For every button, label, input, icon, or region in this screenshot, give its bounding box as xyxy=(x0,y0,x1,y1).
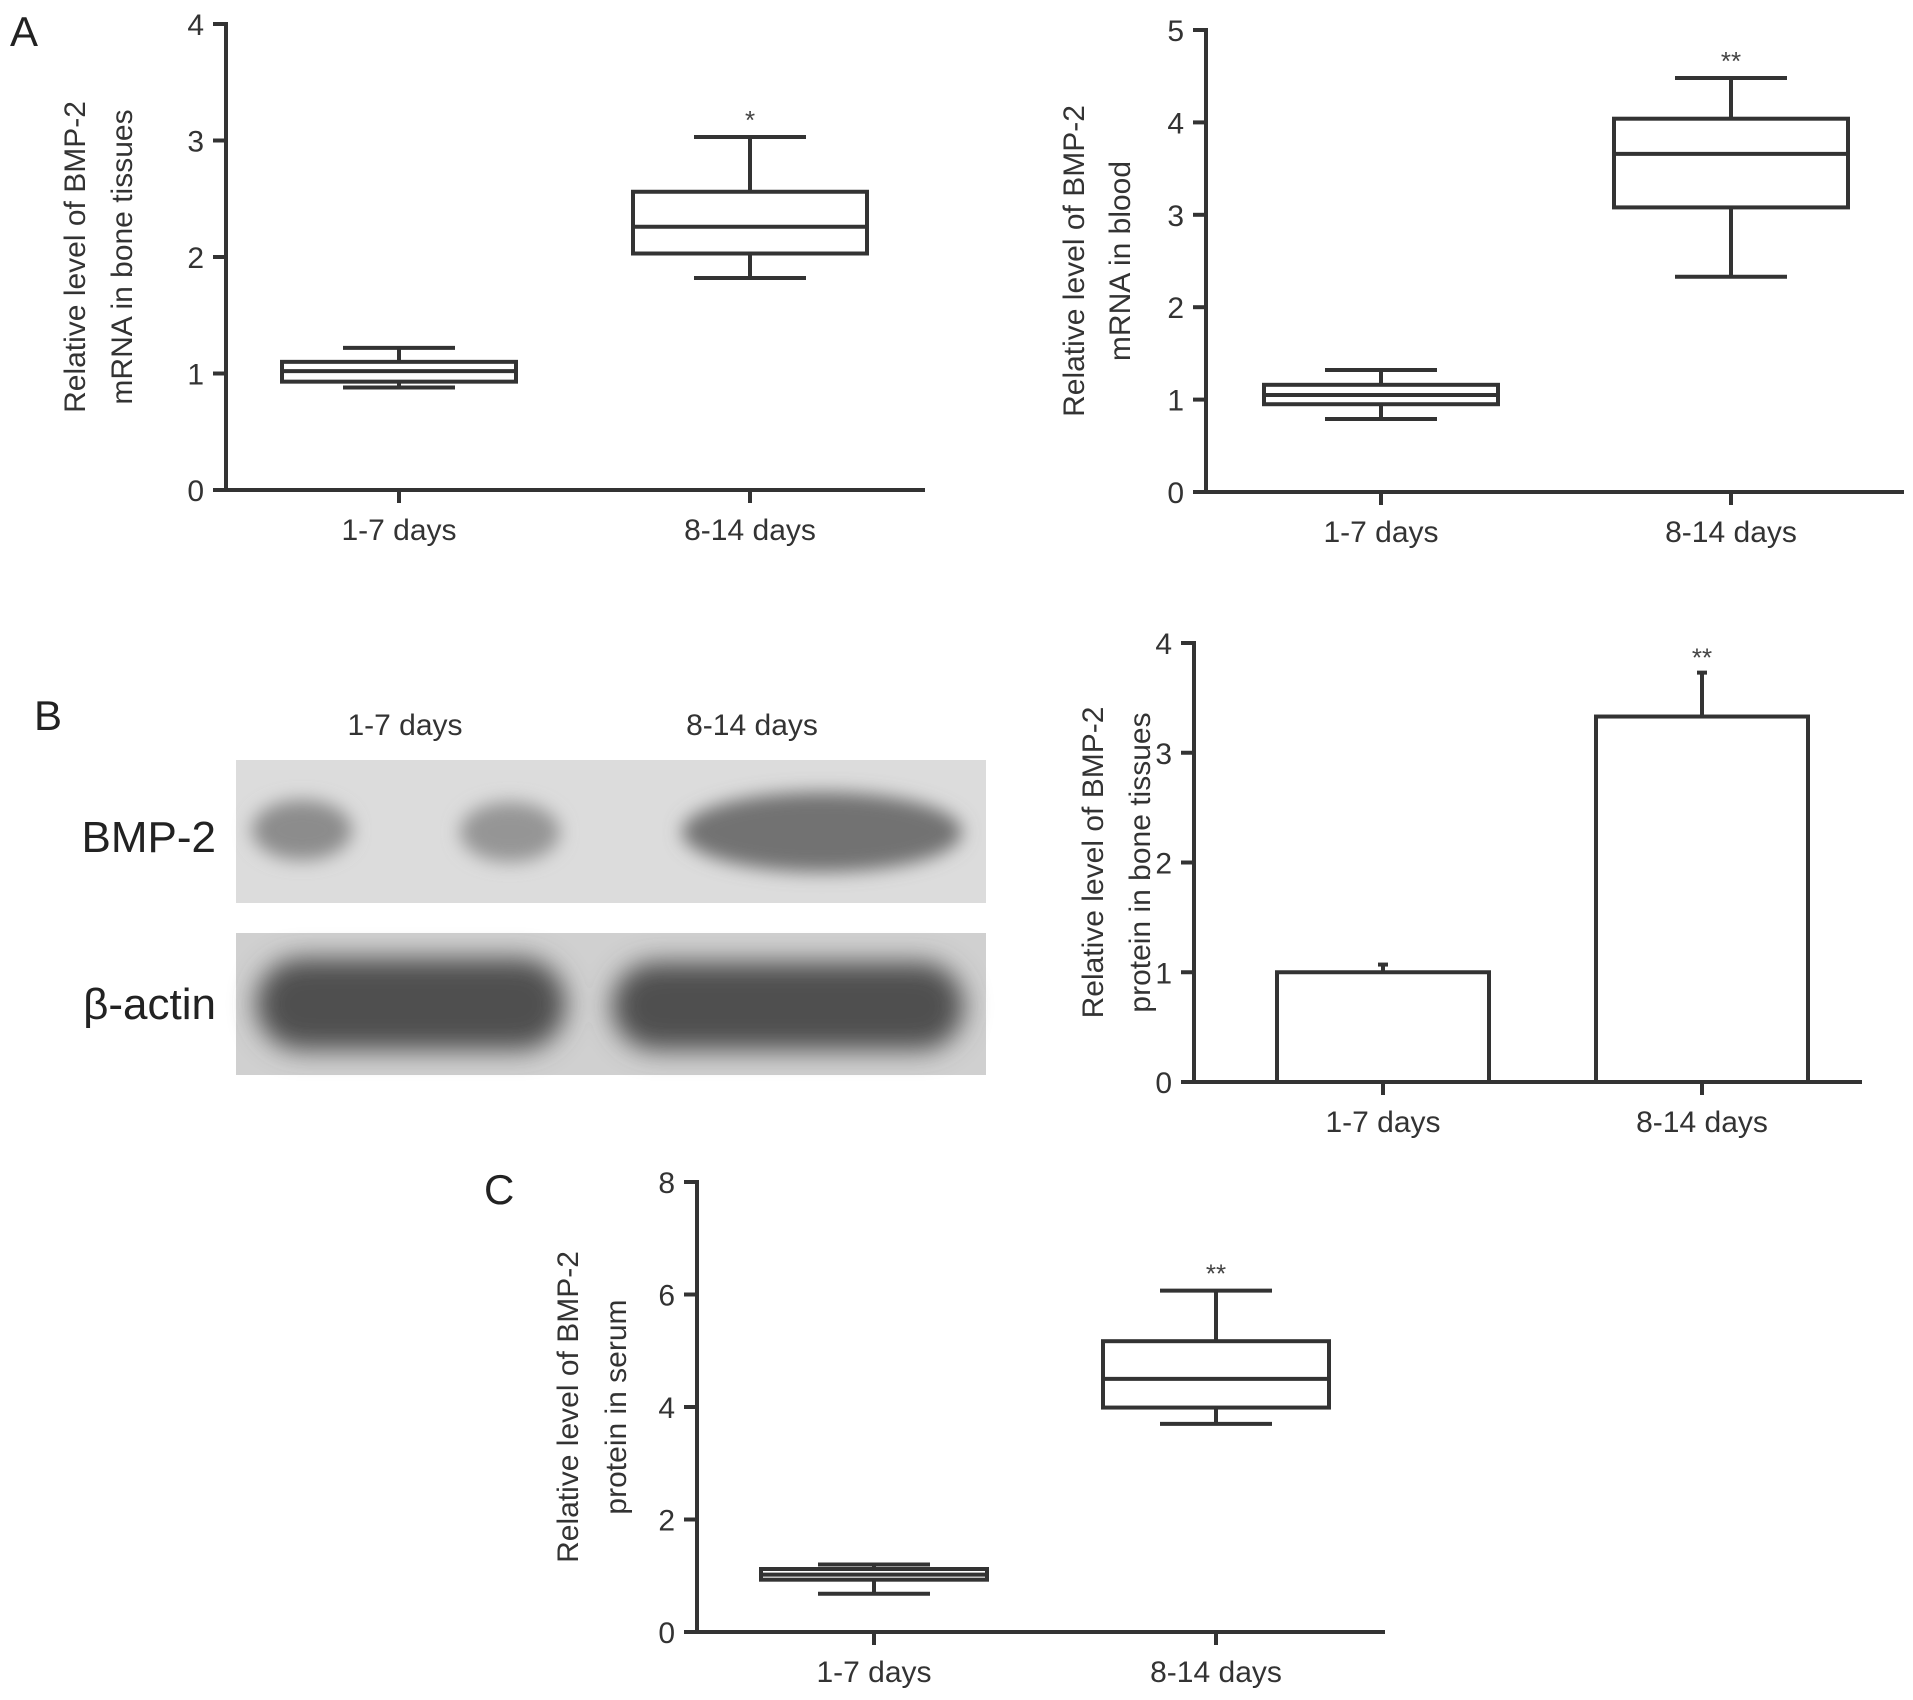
significance-marker-a1-1: * xyxy=(745,105,755,135)
blot-band-actin-lane2 xyxy=(612,962,964,1050)
y-tick-label-b-4: 4 xyxy=(1155,628,1172,661)
blot-bands-beta-actin xyxy=(256,958,964,1050)
y-axis-label-b-1: protein in bone tissues xyxy=(1124,712,1157,1012)
y-tick-label-b-0: 0 xyxy=(1155,1067,1172,1100)
y-tick-label-a1-2: 2 xyxy=(187,242,204,275)
y-axis-label-c-0: Relative level of BMP-2 xyxy=(552,1251,585,1563)
x-tick-label-c-0: 1-7 days xyxy=(816,1656,931,1689)
x-tick-label-a2-0: 1-7 days xyxy=(1323,516,1438,549)
blot-row-label-beta-actin: β-actin xyxy=(83,980,216,1029)
bar-b-0 xyxy=(1275,970,1491,1084)
blot-band-actin-lane1 xyxy=(256,958,566,1050)
y-tick-label-b-3: 3 xyxy=(1155,738,1172,771)
significance-marker-b-1: ** xyxy=(1692,643,1712,673)
y-tick-label-a2-1: 1 xyxy=(1167,385,1184,418)
blot-band-bmp2-lane2 xyxy=(682,792,962,872)
y-tick-label-b-2: 2 xyxy=(1155,848,1172,881)
chart-a-bone-mrna: 0 1 2 3 4 1-7 days 8-14 days Relative level of … xyxy=(59,9,925,547)
y-tick-label-b-1: 1 xyxy=(1155,957,1172,990)
y-axis-label-c-1: protein in serum xyxy=(600,1299,633,1514)
x-tick-label-a1-1: 8-14 days xyxy=(684,514,816,547)
x-tick-label-c-1: 8-14 days xyxy=(1150,1656,1282,1689)
y-tick-label-a2-3: 3 xyxy=(1167,200,1184,233)
box-c-1 xyxy=(1101,1339,1331,1410)
blot-lane-label-1: 1-7 days xyxy=(347,709,462,742)
bar-b-1 xyxy=(1594,714,1810,1084)
y-tick-label-a1-0: 0 xyxy=(187,475,204,508)
y-tick-label-a2-5: 5 xyxy=(1167,15,1184,48)
y-axis-label-b-0: Relative level of BMP-2 xyxy=(1077,707,1110,1019)
blot-band-bmp2-lane1b xyxy=(460,802,560,862)
panel-label-b: B xyxy=(34,692,62,739)
y-tick-label-c-4: 8 xyxy=(658,1167,675,1200)
y-axis-label-a2-0: Relative level of BMP-2 xyxy=(1058,105,1091,417)
panel-label-a: A xyxy=(10,8,38,55)
blot-row-label-bmp2: BMP-2 xyxy=(82,813,216,862)
chart-b-bone-protein: 0 1 2 3 4 1-7 days 8-14 days Relative level of … xyxy=(1077,628,1862,1139)
blot-band-bmp2-lane1a xyxy=(252,800,352,860)
chart-a-blood-mrna: 0 1 2 3 4 5 1-7 days 8-14 days Relative level of… xyxy=(1058,15,1904,549)
y-tick-label-a2-0: 0 xyxy=(1167,477,1184,510)
y-axis-label-a1-0: Relative level of BMP-2 xyxy=(59,101,92,413)
y-tick-label-a1-1: 1 xyxy=(187,359,204,392)
x-tick-label-b-0: 1-7 days xyxy=(1325,1106,1440,1139)
y-axis-label-a2-1: mRNA in blood xyxy=(1104,161,1137,361)
panel-label-c: C xyxy=(484,1166,514,1213)
x-tick-label-b-1: 8-14 days xyxy=(1636,1106,1768,1139)
significance-marker-c-1: ** xyxy=(1206,1259,1226,1289)
y-tick-label-a2-2: 2 xyxy=(1167,292,1184,325)
blot-lane-label-2: 8-14 days xyxy=(686,709,818,742)
y-tick-label-c-0: 0 xyxy=(658,1617,675,1650)
significance-marker-a2-1: ** xyxy=(1721,46,1741,76)
y-tick-label-c-1: 2 xyxy=(658,1505,675,1538)
x-tick-label-a1-0: 1-7 days xyxy=(341,514,456,547)
y-tick-label-a1-3: 3 xyxy=(187,126,204,159)
blot-bands-bmp2 xyxy=(252,792,962,872)
y-tick-label-a2-4: 4 xyxy=(1167,107,1184,140)
box-a1-1 xyxy=(631,189,869,256)
box-a2-1 xyxy=(1612,116,1850,210)
x-tick-label-a2-1: 8-14 days xyxy=(1665,516,1797,549)
y-tick-label-a1-4: 4 xyxy=(187,9,204,42)
y-axis-label-a1-1: mRNA in bone tissues xyxy=(106,109,139,404)
y-tick-label-c-3: 6 xyxy=(658,1280,675,1313)
western-blot: 1-7 days 8-14 days BMP-2 β-actin xyxy=(82,709,986,1075)
y-tick-label-c-2: 4 xyxy=(658,1392,675,1425)
chart-c-serum-protein: 0 2 4 6 8 1-7 days 8-14 days Relative level of … xyxy=(552,1167,1385,1689)
